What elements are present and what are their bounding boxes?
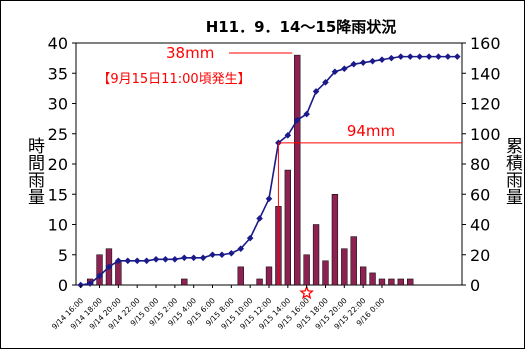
cumulative-point	[322, 79, 329, 86]
left-axis-label: 時間雨量	[24, 137, 45, 205]
cumulative-point	[341, 65, 348, 73]
rain-bar	[341, 248, 348, 286]
event-label: 【9月15日11:00頃発生】	[97, 72, 250, 87]
cumulative-point	[303, 110, 310, 118]
cumulative-point	[312, 88, 320, 95]
rain-bar	[350, 236, 357, 286]
cumulative-point	[86, 280, 94, 287]
cumulative-point	[425, 53, 433, 60]
left-tick-label: 20	[48, 155, 68, 174]
cumulative-point	[416, 53, 423, 60]
total-label: 94mm	[347, 122, 395, 140]
left-tick-label: 40	[48, 34, 68, 53]
cumulative-point	[199, 254, 207, 262]
rain-bar	[256, 278, 263, 286]
rain-bar	[331, 194, 339, 286]
cumulative-point	[369, 57, 376, 65]
rain-bar	[237, 266, 244, 286]
event-label-box	[79, 67, 269, 89]
rain-bar	[397, 278, 404, 286]
rain-bar	[388, 278, 395, 286]
cumulative-point	[293, 116, 301, 124]
right-tick-label: 100	[470, 125, 501, 144]
cumulative-point	[397, 53, 405, 60]
left-tick-label: 30	[48, 95, 68, 114]
left-tick-label: 25	[48, 125, 68, 144]
peak-label: 38mm	[166, 44, 214, 62]
cumulative-point	[162, 255, 169, 263]
cumulative-point	[256, 215, 263, 222]
hourly-rainfall-bars	[86, 54, 414, 286]
cumulative-point	[350, 60, 358, 68]
cumulative-point	[190, 254, 197, 262]
cumulative-point	[143, 257, 150, 265]
right-tick-label: 140	[470, 64, 501, 83]
cumulative-point	[388, 54, 395, 62]
rain-bar	[265, 266, 273, 286]
rain-bar	[359, 266, 367, 286]
rain-bar	[369, 272, 376, 286]
cumulative-point	[115, 257, 122, 265]
rain-bar	[303, 254, 310, 286]
cumulative-point	[406, 53, 414, 60]
cumulative-point	[359, 59, 367, 66]
rain-bar	[115, 260, 122, 286]
rain-bar	[312, 224, 320, 286]
rain-bar	[96, 254, 103, 286]
left-tick-label: 5	[58, 246, 68, 265]
right-axis-label: 累積雨量	[502, 137, 523, 205]
rain-bar	[284, 169, 291, 286]
left-tick-label: 0	[58, 276, 68, 295]
cumulative-point	[444, 53, 452, 60]
cumulative-point	[265, 195, 273, 203]
cumulative-point	[378, 56, 386, 63]
rain-bar	[322, 260, 329, 286]
cumulative-point	[152, 255, 160, 263]
cumulative-point	[171, 255, 179, 263]
rain-bar	[407, 278, 414, 286]
cumulative-point	[105, 263, 113, 271]
right-tick-label: 40	[470, 216, 490, 235]
right-tick-label: 160	[470, 34, 501, 53]
cumulative-point	[133, 257, 141, 265]
cumulative-point	[209, 251, 216, 259]
cumulative-point	[180, 254, 188, 262]
cumulative-point	[124, 257, 132, 265]
cumulative-point	[331, 68, 339, 76]
rain-bar	[181, 278, 188, 286]
right-tick-label: 80	[470, 155, 490, 174]
right-tick-label: 0	[470, 276, 480, 295]
cumulative-point	[237, 245, 245, 252]
cumulative-point	[435, 53, 442, 60]
cumulative-point	[228, 249, 235, 257]
annotations: 38mm 【9月15日11:00頃発生】 94mm	[79, 44, 462, 300]
left-tick-label: 15	[48, 185, 68, 204]
right-tick-label: 60	[470, 185, 490, 204]
cumulative-point	[246, 234, 254, 242]
rain-bar	[378, 278, 386, 286]
left-tick-label: 35	[48, 64, 68, 83]
cumulative-point	[453, 53, 461, 60]
cumulative-rainfall-line	[77, 53, 461, 289]
cumulative-point	[284, 131, 292, 139]
cumulative-point	[96, 272, 103, 280]
rain-bar	[294, 54, 301, 286]
right-tick-label: 120	[470, 95, 501, 114]
event-star-icon	[299, 285, 315, 300]
cumulative-point	[218, 251, 226, 259]
left-tick-label: 10	[48, 216, 68, 235]
chart-title: H11．9．14～15降雨状況	[206, 18, 397, 36]
right-tick-label: 20	[470, 246, 490, 265]
